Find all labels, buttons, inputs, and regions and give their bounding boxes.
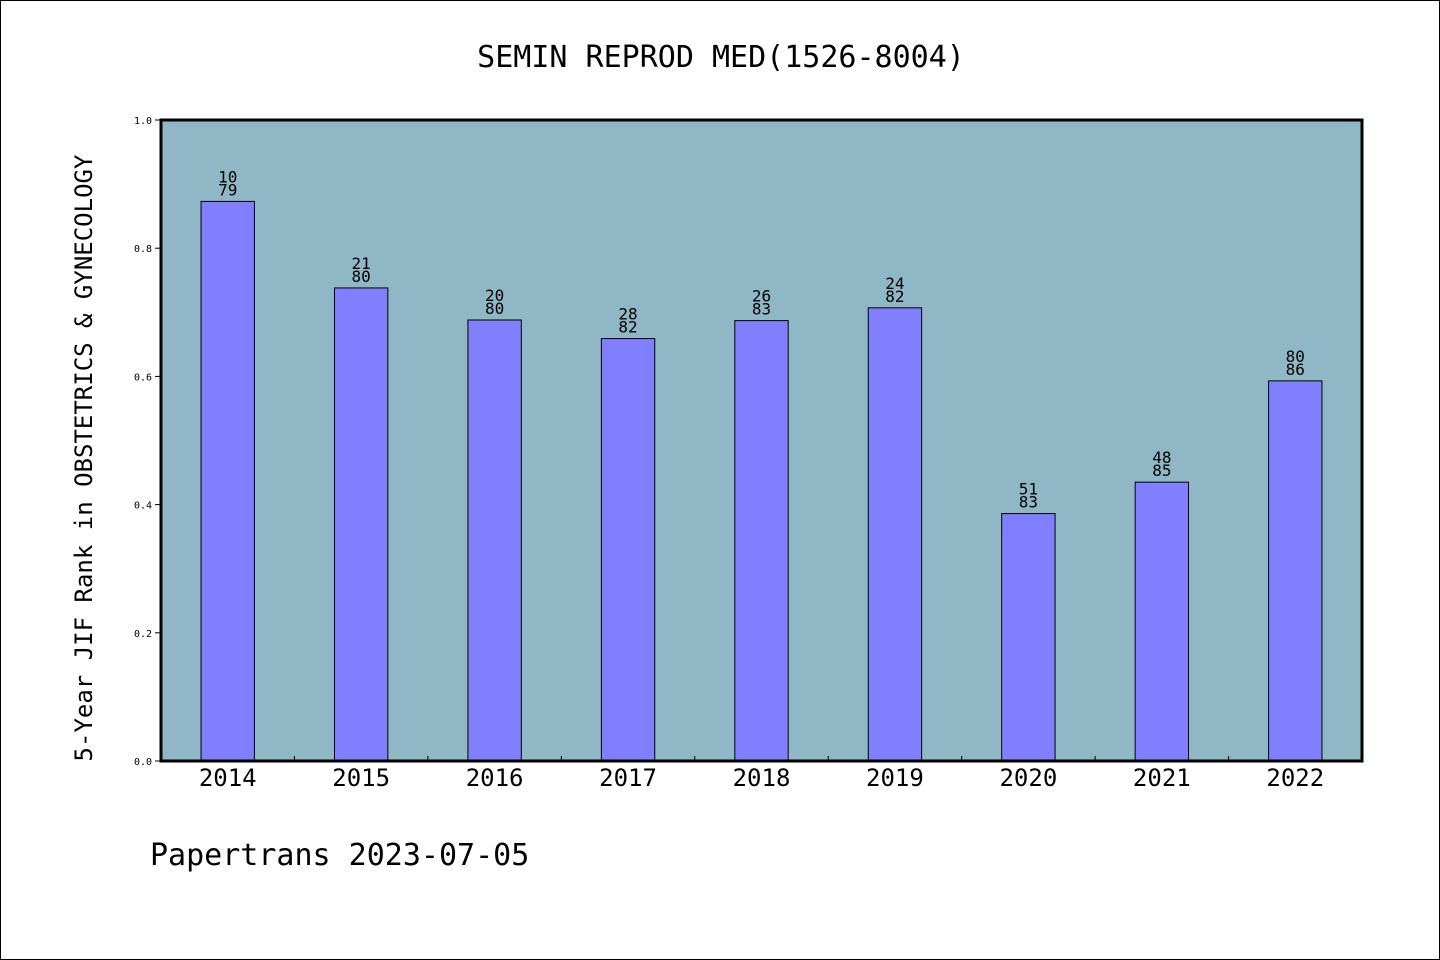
y-tick-label: 1.0 (134, 116, 152, 127)
bar-2016 (467, 319, 522, 762)
plot-area: 1079201421802015208020162882201726832018… (134, 116, 1364, 792)
bar-label-rank: 26 (752, 287, 771, 306)
x-tick-label: 2014 (199, 764, 257, 792)
bar-label-rank: 21 (352, 254, 371, 273)
y-tick-label: 0.6 (134, 372, 152, 383)
x-tick-label: 2020 (999, 764, 1057, 792)
bar-2018 (734, 320, 789, 762)
x-tick-label: 2017 (599, 764, 657, 792)
x-tick-label: 2019 (866, 764, 924, 792)
bar-2015 (333, 287, 389, 762)
bar-label-total: 82 (618, 318, 637, 337)
bar-label-total: 85 (1152, 461, 1171, 480)
bar-label-rank: 80 (1286, 347, 1305, 366)
bar-2014 (200, 200, 255, 762)
bar-label-rank: 28 (618, 305, 637, 324)
bar-label-total: 82 (885, 287, 904, 306)
chart-title: SEMIN REPROD MED(1526-8004) (477, 40, 965, 75)
bar-label-rank: 24 (885, 274, 904, 293)
y-tick-label: 0.8 (134, 244, 152, 255)
bar-label-total: 83 (1019, 493, 1038, 512)
bar-label-rank: 51 (1019, 480, 1038, 499)
x-tick-label: 2016 (466, 764, 524, 792)
x-tick-label: 2021 (1133, 764, 1191, 792)
bar-label-total: 83 (752, 300, 771, 319)
y-tick-label: 0.2 (134, 629, 152, 640)
y-axis-label: 5-Year JIF Rank in OBSTETRICS & GYNECOLO… (70, 154, 98, 761)
x-tick-label: 2015 (332, 764, 390, 792)
bar-label-total: 80 (485, 299, 504, 318)
bar-label-rank: 10 (218, 167, 237, 186)
footer-text: Papertrans 2023-07-05 (150, 838, 529, 873)
bar-2022 (1268, 380, 1323, 762)
x-tick-label: 2018 (733, 764, 791, 792)
bar-label-rank: 48 (1152, 448, 1171, 467)
bar-2020 (1001, 513, 1056, 762)
bar-label-rank: 20 (485, 286, 504, 305)
bar-2017 (600, 338, 656, 762)
y-tick-label: 0.4 (134, 501, 152, 512)
x-tick-label: 2022 (1266, 764, 1324, 792)
bar-label-total: 86 (1286, 360, 1305, 379)
bar-label-total: 80 (352, 267, 371, 286)
y-tick-label: 0.0 (134, 757, 152, 768)
bar-2021 (1134, 481, 1190, 762)
bar-label-total: 79 (218, 180, 237, 199)
plot-frame (159, 118, 1364, 763)
bar-2019 (867, 307, 923, 762)
